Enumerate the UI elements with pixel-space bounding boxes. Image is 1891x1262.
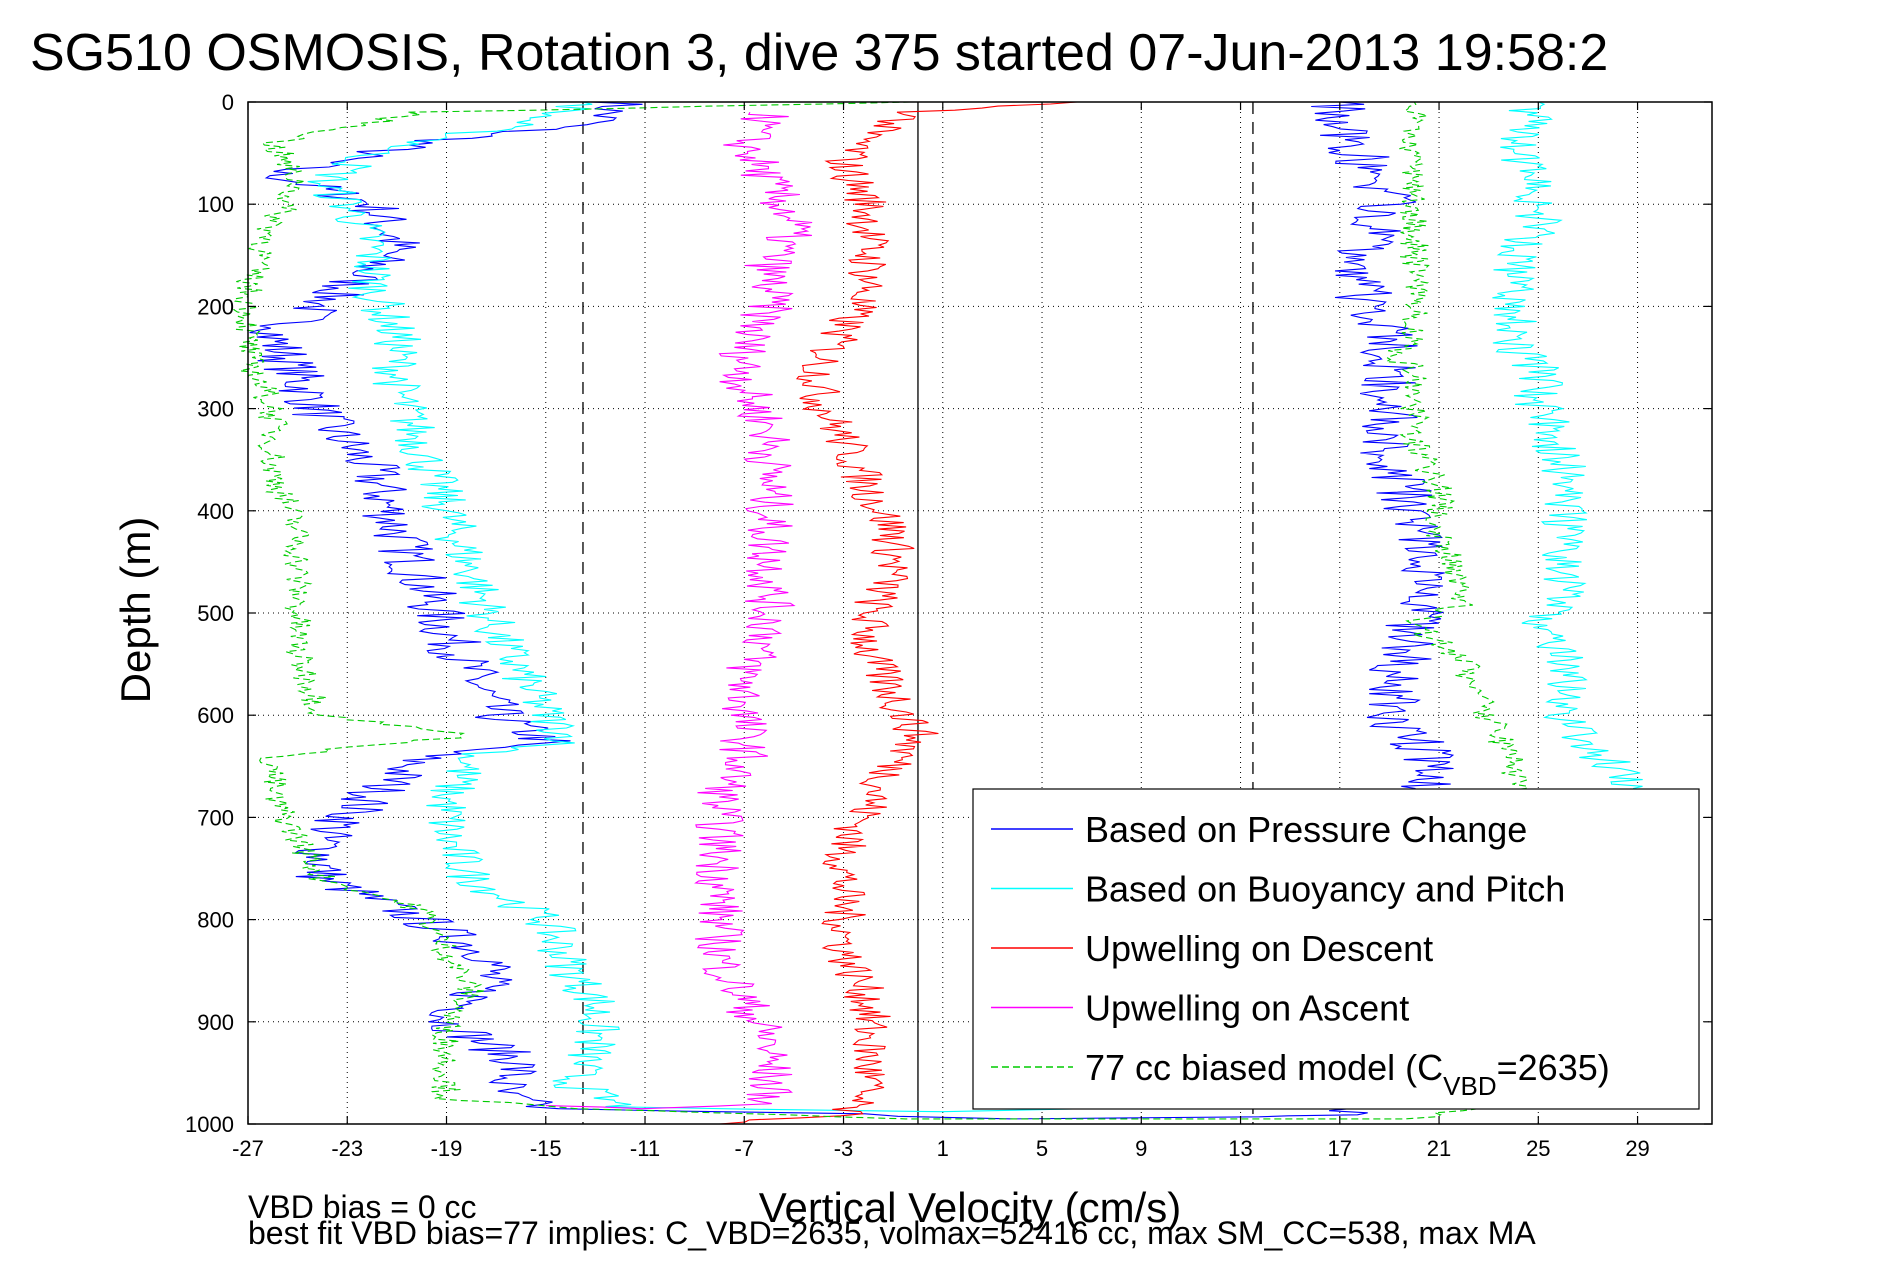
y-tick-label: 500 (197, 601, 234, 626)
legend-label-subscript: VBD (1443, 1071, 1496, 1101)
chart-title: SG510 OSMOSIS, Rotation 3, dive 375 star… (30, 24, 1608, 82)
x-tick-label: -11 (630, 1136, 660, 1161)
legend-label-tail: =2635) (1497, 1047, 1610, 1088)
series-line-4 (545, 111, 813, 1110)
y-tick-label: 700 (197, 805, 234, 830)
footnote-bias: VBD bias = 0 cc (248, 1189, 477, 1225)
x-tick-label: 25 (1526, 1136, 1550, 1161)
legend-box (972, 788, 1700, 1110)
y-tick-label: 900 (197, 1010, 234, 1035)
x-tick-label: 9 (1135, 1136, 1147, 1161)
x-tick-label: -7 (734, 1136, 754, 1161)
x-tick-label: -27 (232, 1136, 264, 1161)
y-tick-label: 800 (197, 908, 234, 933)
y-tick-label: 100 (197, 192, 234, 217)
y-tick-label: 200 (197, 294, 234, 319)
y-axis-label: Depth (m) (112, 517, 159, 704)
x-tick-label: 21 (1427, 1136, 1451, 1161)
legend-label: Upwelling on Ascent (1085, 988, 1409, 1029)
series-group (232, 101, 1664, 1125)
x-tick-label: 5 (1036, 1136, 1048, 1161)
y-tick-label: 400 (197, 499, 234, 524)
x-axis-ticks: -27 -23 -19 -15 -11 -7 -3 1 5 9 13 17 21 25 29 (232, 102, 1650, 1161)
series-line-1 (249, 101, 1467, 1120)
series-line-5 (232, 101, 1575, 1120)
legend-label: Based on Pressure Change (1085, 809, 1527, 850)
legend-label: Based on Buoyancy and Pitch (1085, 869, 1565, 910)
footnote-fit: best fit VBD bias=77 implies: C_VBD=2635… (248, 1215, 1536, 1251)
y-axis-ticks: 0 100 200 300 400 500 600 700 800 900 1000 (185, 90, 1712, 1137)
series-line-3 (719, 101, 1078, 1125)
x-tick-label: -15 (530, 1136, 562, 1161)
y-tick-label: 300 (197, 397, 234, 422)
y-tick-label: 0 (222, 90, 234, 115)
x-tick-label: -23 (331, 1136, 363, 1161)
x-tick-label: -3 (834, 1136, 854, 1161)
y-tick-label: 1000 (185, 1112, 234, 1137)
x-tick-label: 13 (1228, 1136, 1252, 1161)
x-axis-label: Vertical Velocity (cm/s) (759, 1184, 1181, 1231)
x-tick-label: 17 (1328, 1136, 1352, 1161)
y-tick-label: 600 (197, 703, 234, 728)
x-tick-label: -19 (431, 1136, 463, 1161)
x-tick-label: 29 (1625, 1136, 1649, 1161)
legend: Based on Pressure Change Based on Buoyanc… (972, 788, 1700, 1110)
legend-label: Upwelling on Descent (1085, 928, 1433, 969)
x-tick-label: 1 (937, 1136, 949, 1161)
